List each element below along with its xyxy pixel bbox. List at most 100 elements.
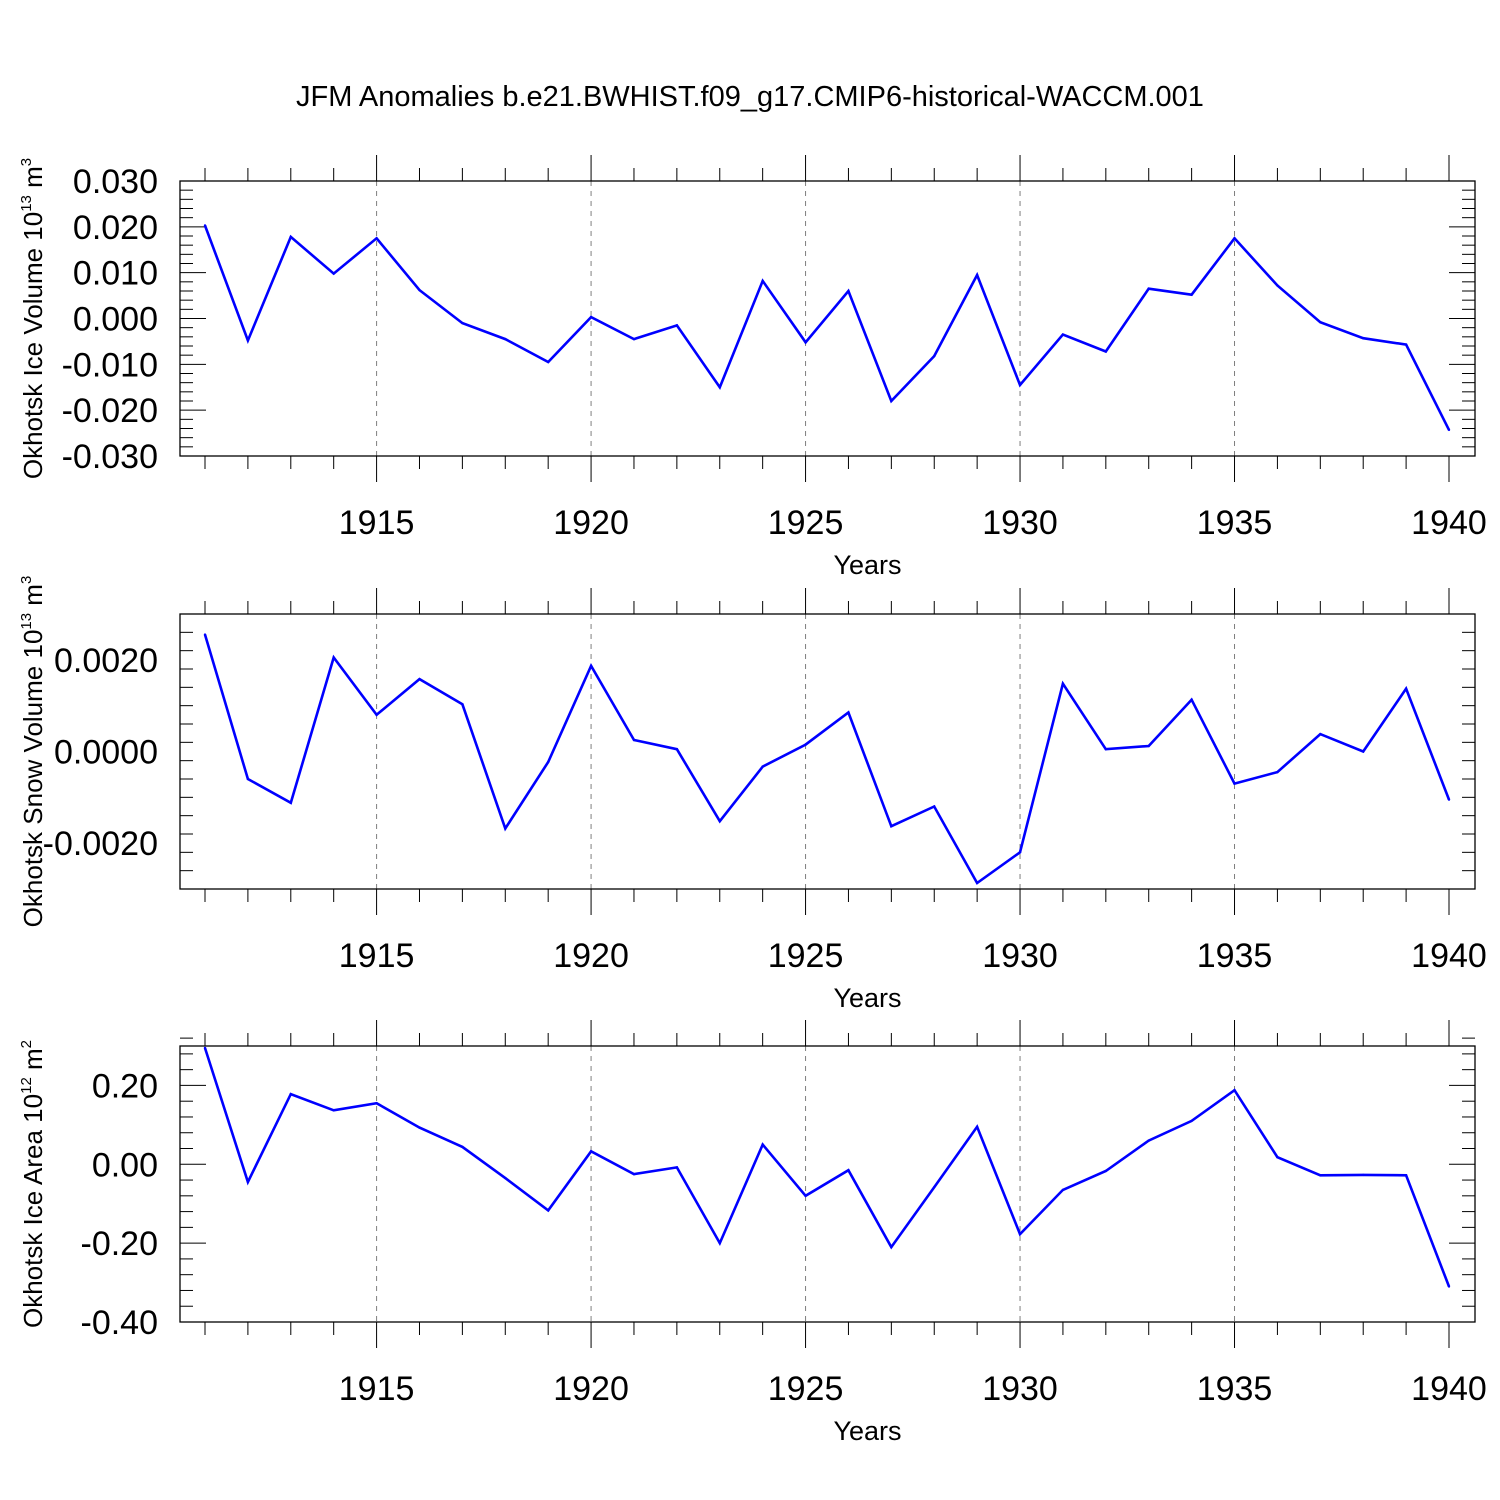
panels: 0.030 0.020 0.010 0.000 -0.010 -0.020 -0.030 19… [18,155,1487,1446]
x-tick-label: 1940 [1411,937,1487,975]
y-tick-label: -0.20 [81,1225,159,1263]
panel-2: 0.0020 0.0000 -0.0020 1915 1920 1925 1930 1935 1… [18,576,1487,1013]
data-point [718,819,721,823]
data-point [718,386,721,389]
x-tick-label: 1925 [768,1370,844,1408]
data-point [847,289,850,293]
data-point [933,354,936,358]
data-point [1190,698,1193,701]
data-point [718,1241,721,1245]
y-tick-label: -0.030 [62,438,158,476]
data-point [1233,782,1236,785]
y-tick-label: 0.0020 [54,642,158,680]
plot-frame [179,180,1476,457]
data-point [1447,798,1451,801]
data-point [504,337,507,341]
data-point [332,272,335,275]
x-tick-label: 1940 [1411,1370,1487,1408]
data-point [1404,687,1408,690]
x-tick-label: 1920 [553,1370,629,1408]
data-point [1362,750,1365,753]
data-point [975,1125,979,1129]
data-point [761,765,764,768]
data-point [418,288,421,292]
data-point [1319,320,1322,324]
data-point [246,777,250,781]
data-point [1404,343,1408,346]
data-point [804,341,807,344]
data-point [332,1109,335,1112]
x-tick-label: 1925 [768,504,844,542]
data-point [933,805,936,808]
data-point [1319,732,1322,736]
data-point [1147,287,1150,290]
data-point [890,825,893,828]
data-point [1018,851,1022,854]
data-point [632,1172,636,1176]
x-tick-label: 1935 [1197,1370,1273,1408]
data-point [1104,748,1108,751]
x-tick-label: 1915 [339,504,415,542]
x-tick-label: 1915 [339,937,415,975]
data-point [203,224,207,227]
data-point [203,1046,207,1050]
data-point [675,324,679,327]
data-point [546,760,550,764]
y-tick-label: 0.0000 [54,734,158,772]
data-point [461,703,464,706]
data-point [375,713,378,717]
data-point [1362,1173,1365,1177]
data-point [632,738,636,742]
data-point [246,1180,250,1184]
data-point [890,399,893,403]
data-point [1018,1232,1022,1236]
data-point [461,1145,464,1149]
data-point [1233,237,1236,240]
data-point [1061,333,1065,336]
data-point [418,677,421,681]
data-point [504,827,507,830]
x-tick-label: 1920 [553,937,629,975]
data-point [1233,1088,1236,1092]
x-axis-label: Years [833,550,901,580]
series-line [203,634,1451,885]
data-point [933,1185,936,1189]
x-axis-label: Years [833,983,901,1013]
panel-3: 0.20 0.00 -0.20 -0.40 1915 1920 1925 1930 1935 19… [18,1020,1487,1446]
data-point [504,1176,507,1180]
data-point [761,1143,764,1146]
data-point [589,1150,593,1153]
chart-title: JFM Anomalies b.e21.BWHIST.f09_g17.CMIP6… [296,81,1204,113]
data-point [1147,1139,1150,1142]
data-point [375,237,378,240]
data-point [632,337,636,341]
data-point [1147,744,1150,748]
y-tick-label: 0.00 [92,1146,158,1184]
data-point [847,1169,850,1172]
panel-1: 0.030 0.020 0.010 0.000 -0.010 -0.020 -0.030 19… [18,155,1487,580]
data-point [1276,770,1279,774]
data-point [804,743,807,746]
x-tick-label: 1940 [1411,504,1487,542]
y-axis-label: Okhotsk Ice Area 1012 m2 [18,1040,48,1328]
data-point [289,235,292,239]
y-tick-label: 0.000 [73,301,158,339]
y-tick-label: 0.020 [73,209,158,247]
x-tick-label: 1925 [768,937,844,975]
y-tick-label: -0.0020 [43,825,158,863]
data-point [975,881,979,885]
data-point [975,273,979,277]
data-point [289,1092,292,1096]
y-tick-label: -0.010 [62,346,158,384]
data-point [847,711,850,714]
data-point [1276,284,1279,287]
series-line [203,225,1451,431]
data-point [1104,1169,1108,1173]
y-tick-label: -0.020 [62,392,158,430]
data-point [804,1194,807,1198]
data-point [1104,350,1108,353]
x-tick-label: 1935 [1197,937,1273,975]
data-point [1362,337,1365,340]
data-point [1319,1174,1322,1177]
data-point [890,1245,893,1249]
